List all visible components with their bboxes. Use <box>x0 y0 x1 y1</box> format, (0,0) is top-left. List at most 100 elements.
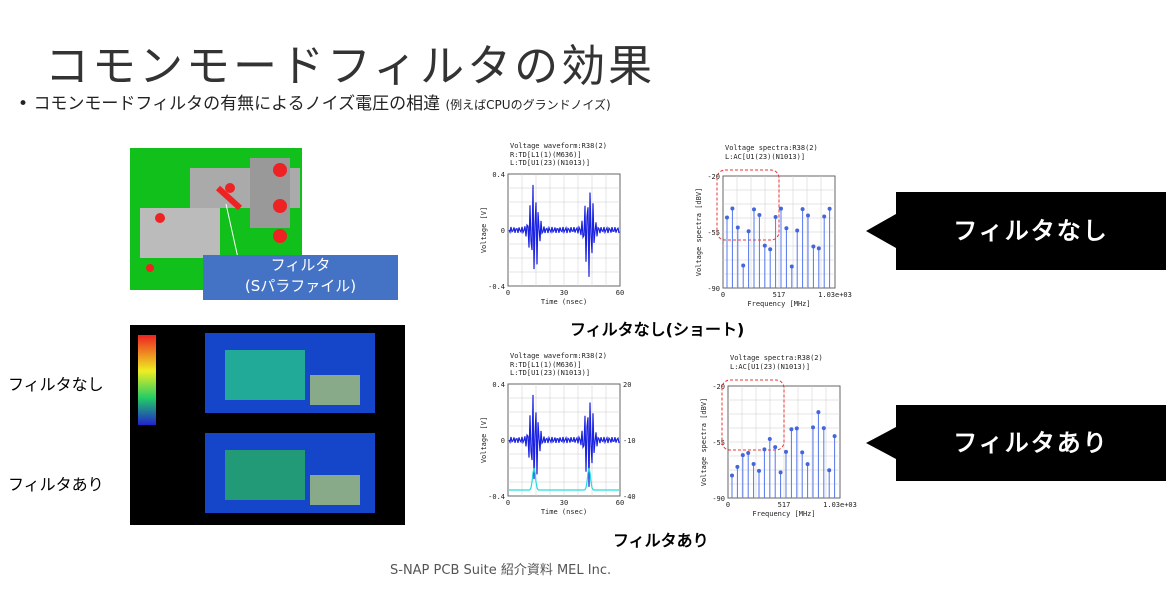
plot: Voltage waveform:R38(2)R:TD[L1(1)(M636)]… <box>480 142 624 306</box>
waveform <box>509 467 619 491</box>
x-axis-label: Frequency [MHz] <box>752 510 815 518</box>
x-tick-label: 60 <box>616 289 624 297</box>
footer: S-NAP PCB Suite 紹介資料 MEL Inc. <box>390 563 612 578</box>
callout-line: (Sパラファイル) <box>244 277 357 295</box>
plot: Voltage waveform:R38(2)R:TD[L1(1)(M636)]… <box>480 352 636 516</box>
spectrum-dot <box>757 468 761 473</box>
title: コモンモードフィルタの効果 <box>45 41 656 92</box>
callout-text: フィルタなし <box>953 217 1109 245</box>
spectrum-dot <box>741 263 746 268</box>
spectrum-dot <box>816 410 821 415</box>
y-tick-label: 0 <box>501 227 505 235</box>
spectrum-dot <box>784 226 789 231</box>
x-tick-label: 30 <box>560 289 568 297</box>
spectrum-dot <box>821 426 826 431</box>
spectrum-dot <box>800 450 805 455</box>
spectrum-dot <box>832 434 837 439</box>
y-tick-label: -20 <box>712 383 725 391</box>
plot: Voltage spectra:R38(2)L:AC[U1(23)(N1013)… <box>695 144 852 308</box>
x-tick-label: 0 <box>506 289 510 297</box>
plot-legend: L:TD[U1(23)(N1013)] <box>510 159 590 167</box>
plot-legend: R:TD[L1(1)(M636)] <box>510 151 582 159</box>
y-tick-label: 0.4 <box>492 171 505 179</box>
x-tick-label: 517 <box>773 291 786 299</box>
bullet-note: (例えばCPUのグランドノイズ) <box>445 98 611 112</box>
spectrum-dot <box>773 445 778 450</box>
heatmap-label: フィルタなし <box>8 375 104 394</box>
plot-legend: L:TD[U1(23)(N1013)] <box>510 369 590 377</box>
y-axis-label: Voltage [V] <box>480 207 488 253</box>
x-tick-label: 0 <box>721 291 725 299</box>
spectrum-dot <box>827 206 832 211</box>
spectrum-dot <box>725 215 729 220</box>
spectrum-dot <box>735 225 740 230</box>
spectrum-dot <box>773 214 778 219</box>
spectrum-dot <box>805 462 810 467</box>
y-tick-label: -0.4 <box>488 283 505 291</box>
y2-tick-label: -40 <box>623 493 636 501</box>
y-tick-label: -55 <box>712 439 725 447</box>
y-tick-label: 0 <box>501 437 505 445</box>
spectrum-dot <box>730 206 735 211</box>
plot-legend: L:AC[U1(23)(N1013)] <box>725 153 805 161</box>
plot-title: Voltage waveform:R38(2) <box>510 352 607 360</box>
callout-line: フィルタ <box>270 256 331 274</box>
spectrum-dot <box>795 228 800 233</box>
x-tick-label: 0 <box>506 499 510 507</box>
spectrum-dot <box>794 426 799 431</box>
spectrum-dot <box>746 229 751 234</box>
pcb-image <box>130 148 302 290</box>
y-tick-label: -90 <box>712 495 725 503</box>
spectrum-dot <box>762 447 767 452</box>
spectrum-dot <box>746 451 751 456</box>
waveform <box>508 394 620 487</box>
y-tick-label: -20 <box>707 173 720 181</box>
x-tick-label: 1.03e+03 <box>823 501 857 509</box>
spectrum-dot <box>789 427 794 432</box>
spectrum-dot <box>730 473 734 478</box>
callout-box <box>866 405 1166 481</box>
spectrum-dot <box>751 462 756 467</box>
y-tick-label: -0.4 <box>488 493 505 501</box>
x-axis-label: Frequency [MHz] <box>747 300 810 308</box>
y-axis-label: Voltage spectra [dBV] <box>695 188 703 277</box>
spectrum-dot <box>811 425 815 430</box>
spectrum-dot <box>811 244 816 249</box>
x-axis-label: Time (nsec) <box>541 508 587 516</box>
x-tick-label: 60 <box>616 499 624 507</box>
plot: Voltage spectra:R38(2)L:AC[U1(23)(N1013)… <box>700 354 857 518</box>
callout-box <box>866 192 1166 270</box>
spectrum-dot <box>822 214 827 219</box>
heatmap-image <box>130 325 405 525</box>
x-axis-label: Time (nsec) <box>541 298 587 306</box>
filter-callout: フィルタ (Sパラファイル) <box>203 255 398 300</box>
spectrum-dot <box>762 243 767 248</box>
callout-text: フィルタあり <box>953 429 1109 457</box>
heatmap-label: フィルタあり <box>8 475 104 494</box>
y-tick-label: -55 <box>707 229 720 237</box>
plot-caption: フィルタあり <box>613 531 709 550</box>
y2-tick-label: 20 <box>623 381 631 389</box>
spectrum-dot <box>767 437 772 442</box>
spectrum-dot <box>735 464 740 469</box>
x-tick-label: 0 <box>726 501 730 509</box>
spectrum-dot <box>768 247 773 252</box>
x-tick-label: 30 <box>560 499 568 507</box>
plot-title: Voltage spectra:R38(2) <box>730 354 823 362</box>
plot-title: Voltage waveform:R38(2) <box>510 142 607 150</box>
spectrum-dot <box>752 207 756 212</box>
plot-legend: R:TD[L1(1)(M636)] <box>510 361 582 369</box>
spectrum-dot <box>789 264 794 269</box>
spectrum-dot <box>757 212 762 217</box>
x-tick-label: 1.03e+03 <box>818 291 852 299</box>
plot-title: Voltage spectra:R38(2) <box>725 144 818 152</box>
spectrum-dot <box>740 453 745 458</box>
y2-tick-label: -10 <box>623 437 636 445</box>
plot-caption: フィルタなし(ショート) <box>570 320 745 339</box>
spectrum-dot <box>784 449 788 454</box>
y-tick-label: -90 <box>707 285 720 293</box>
y-axis-label: Voltage [V] <box>480 417 488 463</box>
y-axis-label: Voltage spectra [dBV] <box>700 398 708 487</box>
spectrum-dot <box>806 213 810 218</box>
